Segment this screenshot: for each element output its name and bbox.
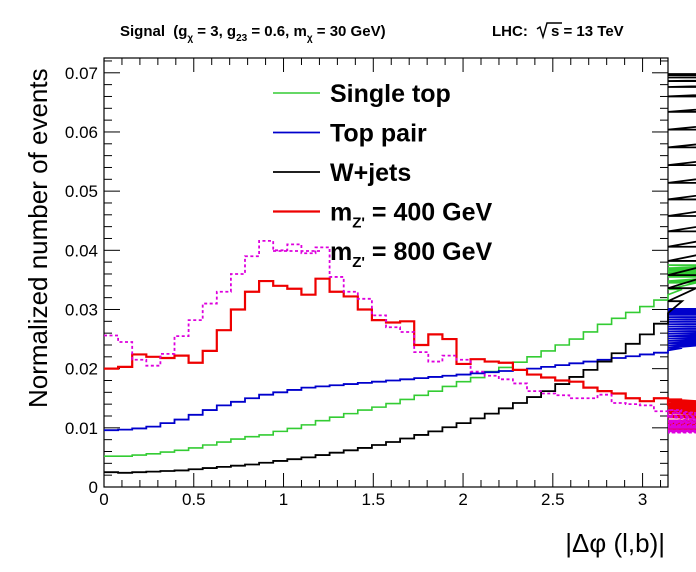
x-tick-label: 0: [99, 490, 108, 509]
legend-label: Top pair: [330, 120, 427, 148]
x-tick-label: 3: [638, 490, 647, 509]
legend-label: mZ' = 400 GeV: [330, 199, 492, 232]
y-tick-label: 0: [89, 478, 98, 497]
x-tick-label: 0.5: [182, 490, 206, 509]
legend-label: Single top: [330, 80, 451, 108]
series-line: [104, 264, 696, 458]
header-signal-label: Signal: [120, 23, 165, 40]
y-tick-label: 0.07: [65, 64, 98, 83]
y-tick-label: 0.06: [65, 123, 98, 142]
axis-ticks: [103, 58, 668, 488]
legend-label: W+jets: [330, 159, 411, 187]
y-tick-label: 0.02: [65, 360, 98, 379]
series-line: [104, 239, 696, 434]
x-axis-title: |Δφ (l,b)|: [565, 528, 665, 558]
y-tick-label: 0.03: [65, 300, 98, 319]
series-layer: [104, 73, 696, 474]
y-tick-label: 0.04: [65, 241, 98, 260]
x-tick-label: 2.5: [541, 490, 565, 509]
series-line: [104, 73, 696, 474]
y-tick-label: 0.01: [65, 419, 98, 438]
y-axis-title: Normalized number of events: [23, 68, 53, 408]
header-energy: s = 13 TeV: [551, 23, 624, 40]
header-lhc: LHC:: [492, 23, 528, 40]
axis-tick-labels: 0 0.5 1 1.5 2 2.5 3 0 0.01 0.02 0.03 0.04 0.05 0.06 0.…: [65, 64, 647, 509]
legend-label: mZ' = 800 GeV: [330, 238, 492, 271]
sqrt-symbol-icon: [536, 22, 562, 40]
x-tick-label: 1.5: [361, 490, 385, 509]
legend: Single top Top pair W+jets mZ' = 400 GeV mZ'…: [273, 80, 492, 271]
header-lhc-label: LHC:: [492, 23, 528, 40]
y-tick-label: 0.05: [65, 182, 98, 201]
header-signal: Signal (gχ = 3, g23 = 0.6, mχ = 30 GeV): [120, 23, 386, 44]
x-tick-label: 1: [279, 490, 288, 509]
series-line: [104, 277, 696, 431]
x-tick-label: 2: [458, 490, 467, 509]
